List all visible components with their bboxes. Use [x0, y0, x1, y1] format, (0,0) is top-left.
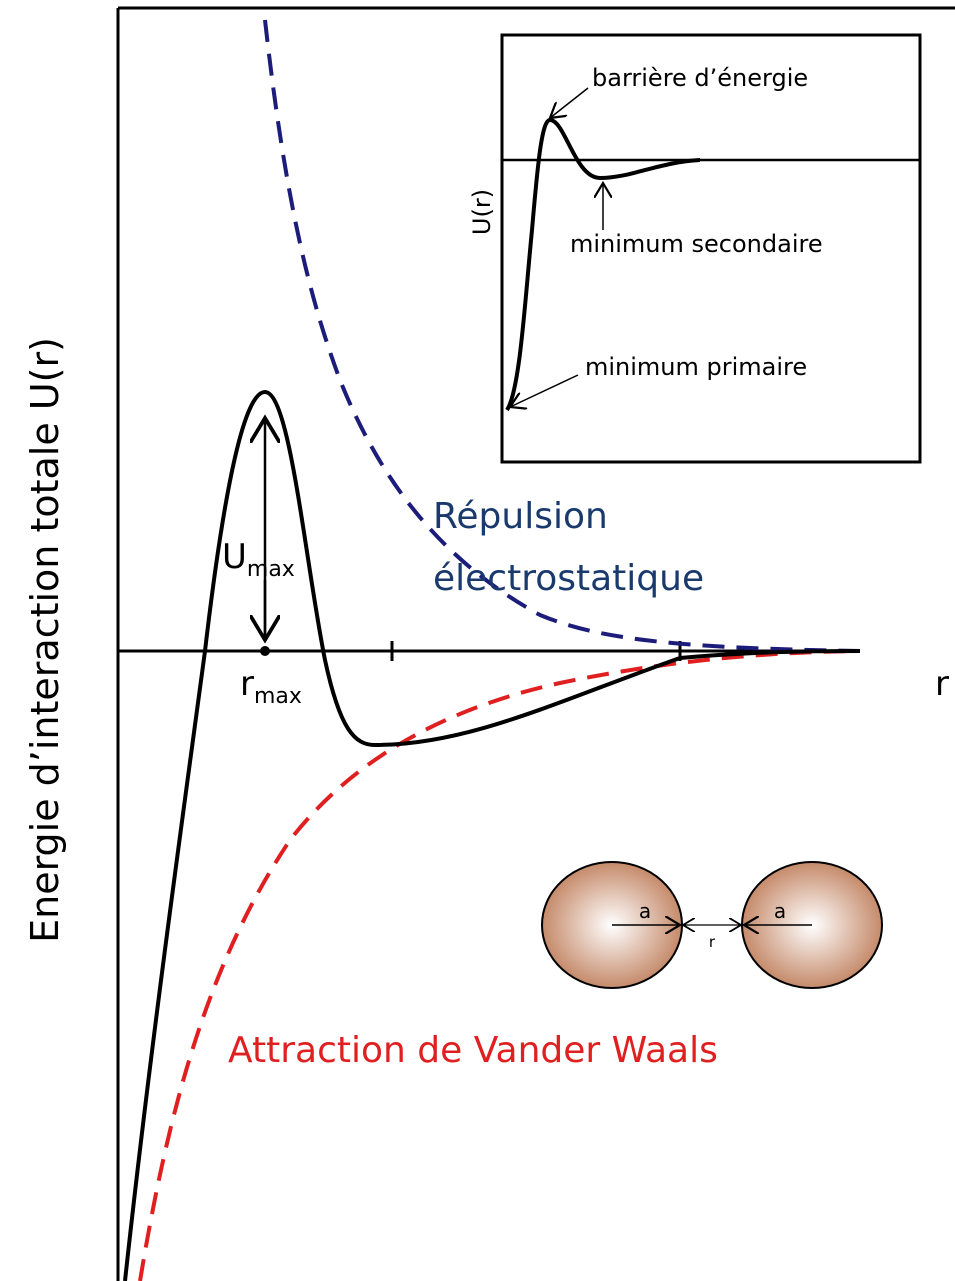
attraction-label: Attraction de Vander Waals [228, 1030, 718, 1071]
inset: barrière d’énergie minimum secondaire mi… [468, 35, 920, 462]
x-axis-label: r [935, 664, 949, 704]
sub: max [247, 557, 295, 582]
attraction-curve [140, 651, 860, 1281]
repulsion-label: Répulsion [433, 496, 608, 537]
repulsion-label: électrostatique [433, 558, 704, 599]
r-max-point [260, 646, 270, 656]
y-axis-label: Energie d’interaction totale U(r) [23, 337, 67, 943]
u: U [222, 537, 247, 577]
secondary-min-label: minimum secondaire [570, 230, 823, 258]
diagram: Umax rmax r Energie d’interaction totale… [0, 0, 955, 1281]
distance-label: r [709, 933, 716, 951]
radius-label: a [639, 899, 651, 923]
spheres: a r a [542, 862, 882, 988]
primary-min-label: minimum primaire [585, 353, 807, 381]
u-max-label: Umax [222, 537, 295, 582]
r: r [240, 664, 254, 704]
r-max-label: rmax [240, 664, 302, 709]
inset-y-label: U(r) [468, 189, 496, 235]
radius-label: a [774, 899, 786, 923]
barrier-label: barrière d’énergie [592, 64, 808, 92]
sub: max [254, 684, 302, 709]
